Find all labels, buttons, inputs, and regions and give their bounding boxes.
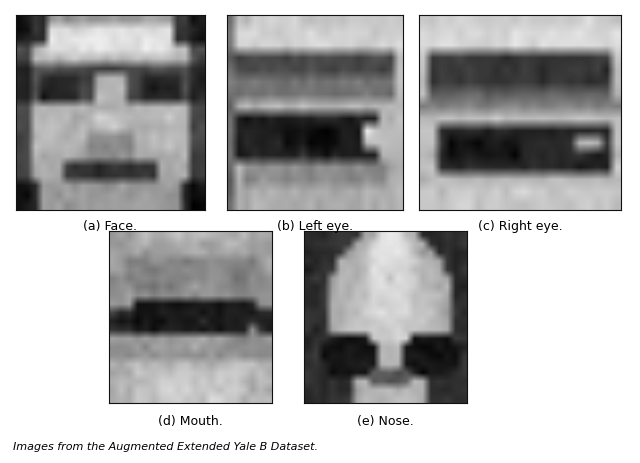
Text: Images from the Augmented Extended Yale B Dataset.: Images from the Augmented Extended Yale … <box>13 441 318 451</box>
Text: (b) Left eye.: (b) Left eye. <box>277 220 353 233</box>
Text: (d) Mouth.: (d) Mouth. <box>157 414 223 427</box>
Text: (e) Nose.: (e) Nose. <box>357 414 413 427</box>
Text: (a) Face.: (a) Face. <box>83 220 137 233</box>
Text: (c) Right eye.: (c) Right eye. <box>478 220 563 233</box>
